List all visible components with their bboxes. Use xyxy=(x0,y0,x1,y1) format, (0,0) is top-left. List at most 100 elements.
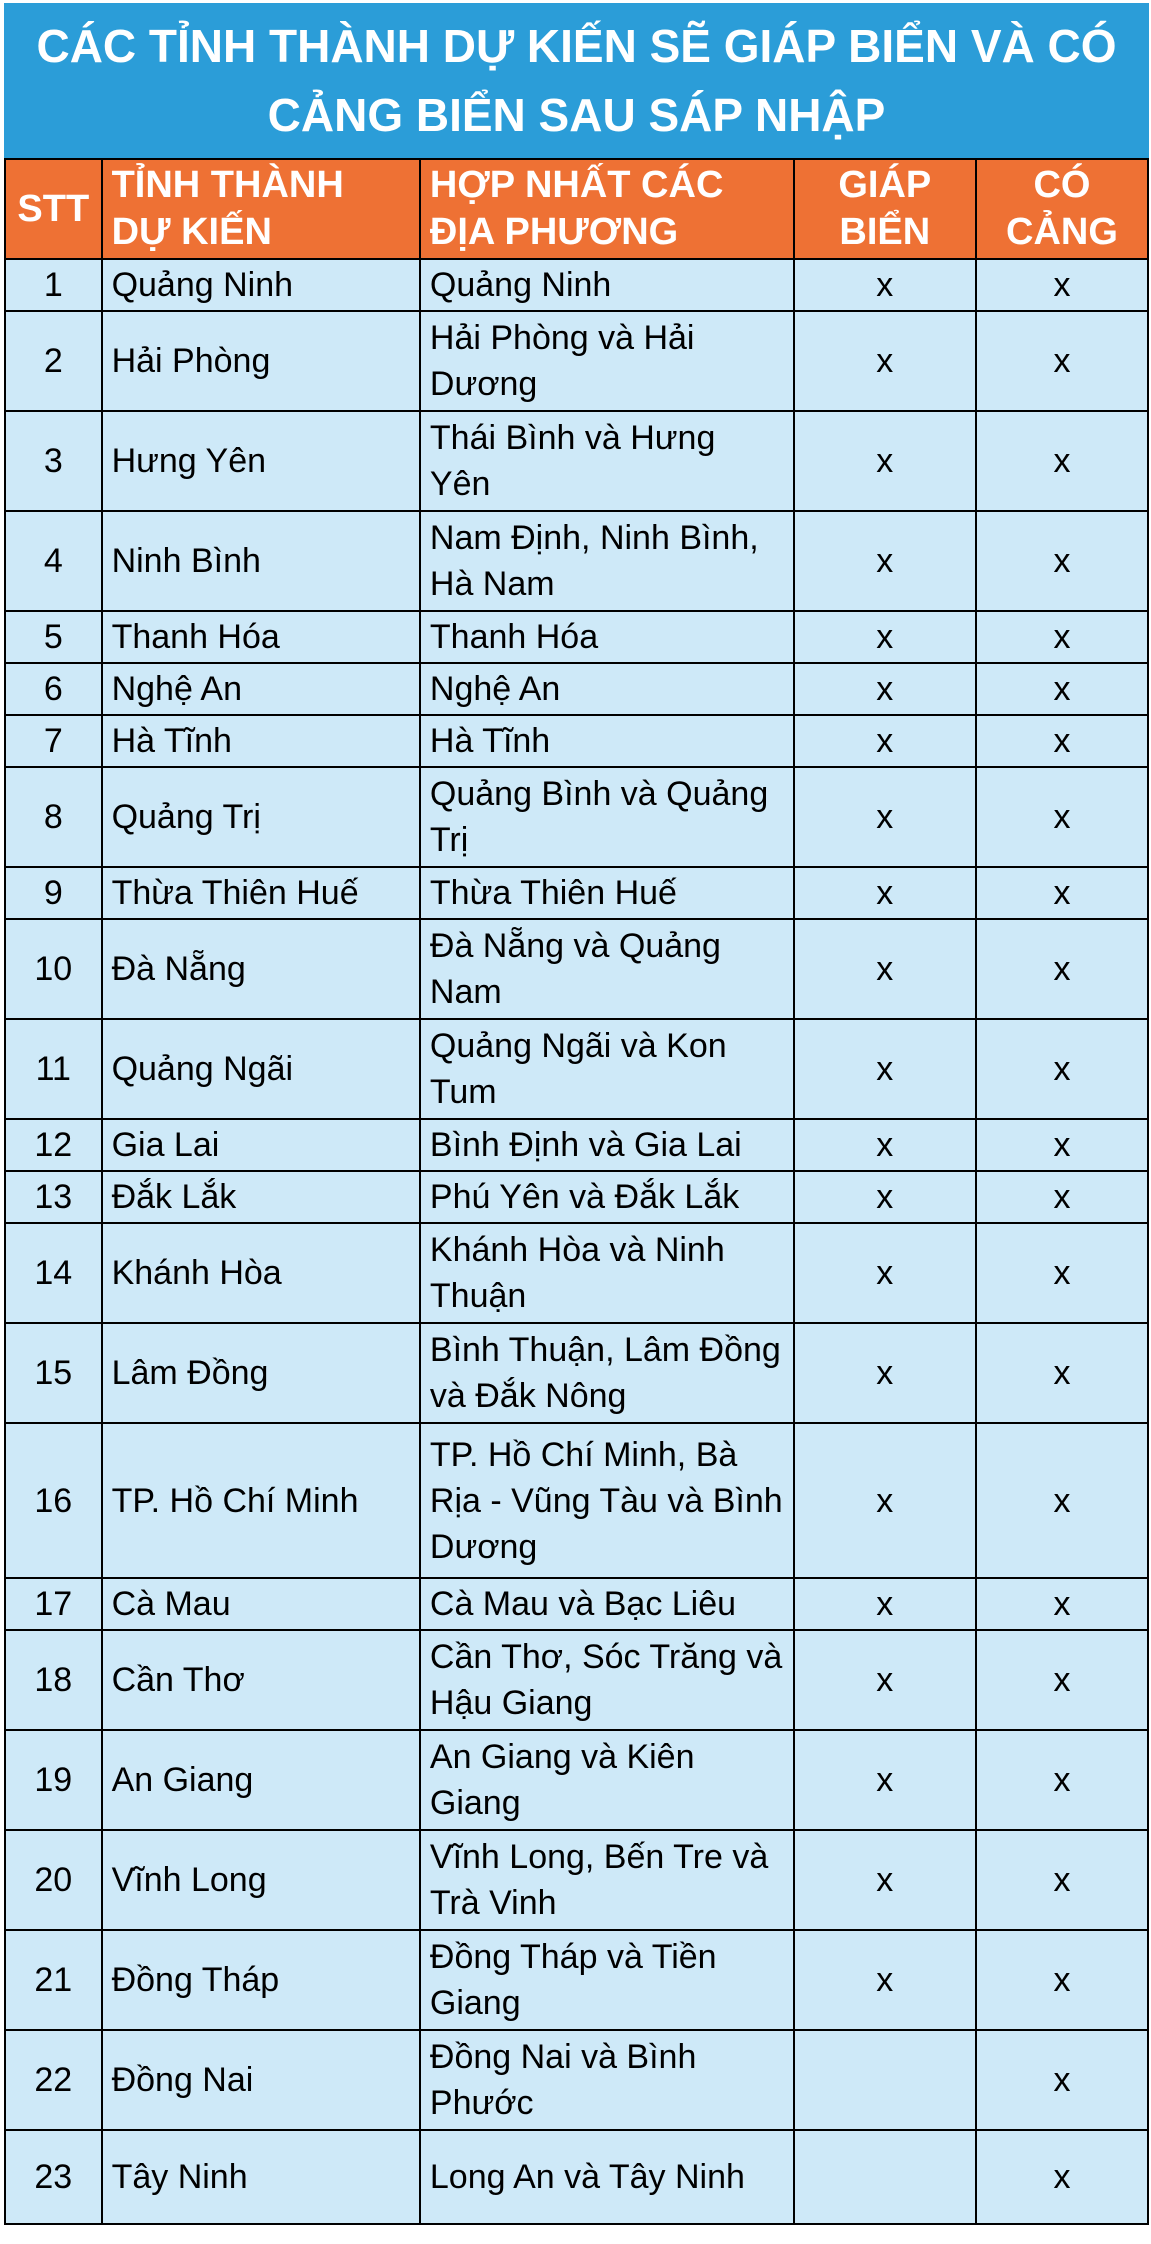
cell-province: Cần Thơ xyxy=(100,1629,421,1731)
page-title: CÁC TỈNH THÀNH DỰ KIẾN SẼ GIÁP BIỂN VÀ C… xyxy=(4,3,1149,158)
table-row: 7 Hà Tĩnh Hà Tĩnh x x xyxy=(4,714,1150,768)
cell-co-cang: x xyxy=(974,1422,1150,1579)
cell-co-cang: x xyxy=(974,1118,1150,1172)
cell-province: Đà Nẵng xyxy=(100,918,421,1020)
cell-co-cang: x xyxy=(974,310,1150,412)
cell-giap-bien xyxy=(792,2129,977,2225)
cell-province: Đắk Lắk xyxy=(100,1170,421,1224)
cell-giap-bien: x xyxy=(792,866,977,920)
cell-merged: Bình Định và Gia Lai xyxy=(418,1118,795,1172)
cell-giap-bien: x xyxy=(792,410,977,512)
cell-province: Cà Mau xyxy=(100,1577,421,1631)
cell-co-cang: x xyxy=(974,918,1150,1020)
cell-giap-bien xyxy=(792,2029,977,2131)
cell-stt: 19 xyxy=(4,1729,103,1831)
table-row: 16 TP. Hồ Chí Minh TP. Hồ Chí Minh, Bà Rịa… xyxy=(4,1422,1150,1579)
cell-stt: 17 xyxy=(4,1577,103,1631)
table-row: 17 Cà Mau Cà Mau và Bạc Liêu x x xyxy=(4,1577,1150,1631)
cell-stt: 5 xyxy=(4,610,103,664)
cell-province: An Giang xyxy=(100,1729,421,1831)
cell-stt: 23 xyxy=(4,2129,103,2225)
cell-giap-bien: x xyxy=(792,1118,977,1172)
cell-co-cang: x xyxy=(974,1170,1150,1224)
cell-co-cang: x xyxy=(974,2129,1150,2225)
cell-co-cang: x xyxy=(974,2029,1150,2131)
cell-merged: Thanh Hóa xyxy=(418,610,795,664)
cell-giap-bien: x xyxy=(792,766,977,868)
cell-province: Đồng Tháp xyxy=(100,1929,421,2031)
table-row: 14 Khánh Hòa Khánh Hòa và Ninh Thuận x x xyxy=(4,1222,1150,1324)
cell-province: Lâm Đồng xyxy=(100,1322,421,1424)
cell-province: Quảng Trị xyxy=(100,766,421,868)
column-header-stt: STT xyxy=(4,158,103,260)
cell-merged: Quảng Ngãi và Kon Tum xyxy=(418,1018,795,1120)
cell-province: Hà Tĩnh xyxy=(100,714,421,768)
table-row: 22 Đồng Nai Đồng Nai và Bình Phước x xyxy=(4,2029,1150,2131)
cell-co-cang: x xyxy=(974,510,1150,612)
cell-co-cang: x xyxy=(974,714,1150,768)
cell-co-cang: x xyxy=(974,1018,1150,1120)
cell-co-cang: x xyxy=(974,1577,1150,1631)
cell-merged: Đà Nẵng và Quảng Nam xyxy=(418,918,795,1020)
column-header-co-cang: CÓ CẢNG xyxy=(974,158,1150,260)
cell-stt: 21 xyxy=(4,1929,103,2031)
cell-merged: An Giang và Kiên Giang xyxy=(418,1729,795,1831)
cell-stt: 20 xyxy=(4,1829,103,1931)
table-header: STT TỈNH THÀNH DỰ KIẾN HỢP NHẤT CÁC ĐỊA PH… xyxy=(4,158,1150,260)
column-header-province: TỈNH THÀNH DỰ KIẾN xyxy=(100,158,421,260)
cell-stt: 7 xyxy=(4,714,103,768)
cell-merged: Nam Định, Ninh Bình, Hà Nam xyxy=(418,510,795,612)
table-row: 3 Hưng Yên Thái Bình và Hưng Yên x x xyxy=(4,410,1150,512)
cell-stt: 12 xyxy=(4,1118,103,1172)
cell-co-cang: x xyxy=(974,258,1150,312)
cell-giap-bien: x xyxy=(792,1170,977,1224)
cell-co-cang: x xyxy=(974,766,1150,868)
column-header-merged: HỢP NHẤT CÁC ĐỊA PHƯƠNG xyxy=(418,158,795,260)
cell-merged: Hà Tĩnh xyxy=(418,714,795,768)
cell-stt: 13 xyxy=(4,1170,103,1224)
cell-giap-bien: x xyxy=(792,510,977,612)
table-row: 2 Hải Phòng Hải Phòng và Hải Dương x x xyxy=(4,310,1150,412)
table-row: 5 Thanh Hóa Thanh Hóa x x xyxy=(4,610,1150,664)
cell-province: Thanh Hóa xyxy=(100,610,421,664)
cell-giap-bien: x xyxy=(792,918,977,1020)
cell-merged: Đồng Tháp và Tiền Giang xyxy=(418,1929,795,2031)
cell-merged: Quảng Bình và Quảng Trị xyxy=(418,766,795,868)
cell-stt: 4 xyxy=(4,510,103,612)
table-row: 19 An Giang An Giang và Kiên Giang x x xyxy=(4,1729,1150,1831)
cell-giap-bien: x xyxy=(792,258,977,312)
cell-co-cang: x xyxy=(974,1222,1150,1324)
table-row: 21 Đồng Tháp Đồng Tháp và Tiền Giang x x xyxy=(4,1929,1150,2031)
cell-giap-bien: x xyxy=(792,1577,977,1631)
cell-stt: 9 xyxy=(4,866,103,920)
table-row: 10 Đà Nẵng Đà Nẵng và Quảng Nam x x xyxy=(4,918,1150,1020)
cell-province: Quảng Ninh xyxy=(100,258,421,312)
cell-co-cang: x xyxy=(974,866,1150,920)
cell-stt: 1 xyxy=(4,258,103,312)
cell-merged: Đồng Nai và Bình Phước xyxy=(418,2029,795,2131)
cell-giap-bien: x xyxy=(792,1018,977,1120)
cell-province: Tây Ninh xyxy=(100,2129,421,2225)
cell-merged: Phú Yên và Đắk Lắk xyxy=(418,1170,795,1224)
table-row: 23 Tây Ninh Long An và Tây Ninh x xyxy=(4,2129,1150,2225)
cell-merged: Vĩnh Long, Bến Tre và Trà Vinh xyxy=(418,1829,795,1931)
cell-stt: 15 xyxy=(4,1322,103,1424)
table-row: 11 Quảng Ngãi Quảng Ngãi và Kon Tum x x xyxy=(4,1018,1150,1120)
cell-stt: 18 xyxy=(4,1629,103,1731)
cell-giap-bien: x xyxy=(792,1322,977,1424)
cell-merged: Thừa Thiên Huế xyxy=(418,866,795,920)
table-row: 12 Gia Lai Bình Định và Gia Lai x x xyxy=(4,1118,1150,1172)
cell-province: Thừa Thiên Huế xyxy=(100,866,421,920)
cell-province: Vĩnh Long xyxy=(100,1829,421,1931)
cell-merged: Khánh Hòa và Ninh Thuận xyxy=(418,1222,795,1324)
cell-giap-bien: x xyxy=(792,1222,977,1324)
cell-stt: 2 xyxy=(4,310,103,412)
cell-co-cang: x xyxy=(974,1829,1150,1931)
table-row: 18 Cần Thơ Cần Thơ, Sóc Trăng và Hậu Giang… xyxy=(4,1629,1150,1731)
cell-merged: Cà Mau và Bạc Liêu xyxy=(418,1577,795,1631)
cell-merged: Quảng Ninh xyxy=(418,258,795,312)
cell-co-cang: x xyxy=(974,1629,1150,1731)
cell-co-cang: x xyxy=(974,410,1150,512)
cell-stt: 8 xyxy=(4,766,103,868)
